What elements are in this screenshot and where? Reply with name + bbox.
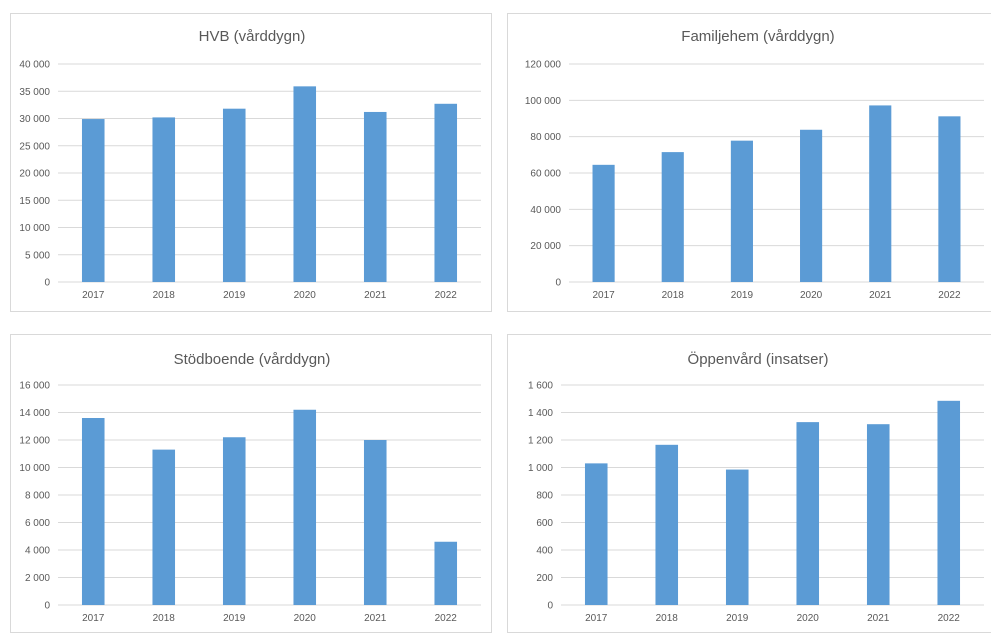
y-tick-label: 4 000: [25, 546, 50, 557]
x-tick-label: 2021: [364, 290, 387, 301]
bar: [655, 444, 679, 605]
chart-panel-hvb: HVB (vårddygn) 0 5 000 10 000 15 000 20 000 25…: [10, 13, 492, 312]
bar: [661, 152, 684, 282]
x-tick-label: 2021: [364, 613, 387, 624]
y-tick-label: 80 000: [530, 132, 561, 143]
x-tick-label: 2020: [294, 290, 317, 301]
y-tick-label: 40 000: [530, 205, 561, 216]
bar: [363, 440, 387, 605]
y-tick-label: 40 000: [19, 60, 50, 71]
y-tick-label: 1 000: [528, 463, 553, 474]
y-tick-label: 8 000: [25, 491, 50, 502]
bar: [434, 103, 458, 282]
y-tick-label: 10 000: [19, 223, 50, 234]
chart-title: Familjehem (vårddygn): [681, 28, 834, 45]
bar: [81, 119, 105, 282]
y-tick-label: 400: [536, 546, 553, 557]
bar: [800, 129, 823, 282]
y-tick-label: 2 000: [25, 573, 50, 584]
x-tick-label: 2020: [800, 290, 823, 301]
y-tick-label: 120 000: [525, 60, 562, 71]
chart-svg-familjehem: Familjehem (vårddygn) 0 20 000 40 000 60 000…: [525, 28, 984, 301]
chart-svg-oppenvard: Öppenvård (insatser) 0 200 400 600 800 1 000 1 …: [528, 350, 984, 624]
x-tick-label: 2019: [731, 290, 754, 301]
chart-title: HVB (vårddygn): [199, 28, 306, 45]
y-tick-label: 15 000: [19, 196, 50, 207]
y-tick-label: 30 000: [19, 114, 50, 125]
bar: [363, 111, 387, 283]
x-tick-label: 2017: [82, 613, 105, 624]
bar: [869, 105, 892, 282]
bar: [938, 116, 961, 282]
y-tick-label: 600: [536, 518, 553, 529]
x-tick-label: 2018: [153, 290, 176, 301]
y-tick-label: 1 200: [528, 436, 553, 447]
x-tick-label: 2017: [82, 290, 105, 301]
x-tick-label: 2020: [294, 613, 317, 624]
y-tick-label: 16 000: [19, 381, 50, 392]
bar: [293, 86, 317, 282]
y-tick-label: 200: [536, 573, 553, 584]
y-tick-label: 20 000: [19, 169, 50, 180]
y-tick-label: 10 000: [19, 463, 50, 474]
chart-panel-stodboende: Stödboende (vårddygn) 0 2 000 4 000 6 000 8 0…: [10, 334, 492, 633]
y-tick-label: 12 000: [19, 436, 50, 447]
x-tick-label: 2020: [797, 613, 820, 624]
y-tick-label: 35 000: [19, 87, 50, 98]
y-tick-label: 14 000: [19, 408, 50, 419]
x-tick-label: 2022: [938, 613, 961, 624]
chart-title: Öppenvård (insatser): [688, 350, 829, 368]
x-tick-label: 2022: [938, 290, 961, 301]
y-tick-label: 0: [44, 278, 50, 289]
x-tick-label: 2017: [592, 290, 615, 301]
x-tick-label: 2021: [867, 613, 890, 624]
bar: [434, 541, 458, 605]
chart-svg-hvb: HVB (vårddygn) 0 5 000 10 000 15 000 20 000 25…: [19, 28, 481, 301]
bar: [592, 164, 615, 282]
y-tick-label: 800: [536, 491, 553, 502]
x-tick-label: 2021: [869, 290, 892, 301]
bar: [725, 469, 749, 605]
y-tick-label: 6 000: [25, 518, 50, 529]
bar: [81, 418, 105, 605]
x-tick-label: 2022: [435, 613, 458, 624]
bar: [152, 117, 176, 282]
y-tick-label: 5 000: [25, 250, 50, 261]
x-tick-label: 2018: [662, 290, 685, 301]
chart-svg-stodboende: Stödboende (vårddygn) 0 2 000 4 000 6 000 8 0…: [19, 351, 481, 624]
x-tick-label: 2019: [726, 613, 749, 624]
x-tick-label: 2022: [435, 290, 458, 301]
x-tick-label: 2019: [223, 290, 246, 301]
x-tick-label: 2018: [656, 613, 679, 624]
x-tick-label: 2017: [585, 613, 608, 624]
y-tick-label: 1 400: [528, 408, 553, 419]
bar: [584, 463, 608, 605]
y-tick-label: 0: [547, 601, 553, 612]
y-tick-label: 0: [44, 601, 50, 612]
y-tick-label: 25 000: [19, 141, 50, 152]
x-tick-label: 2018: [153, 613, 176, 624]
chart-panel-oppenvard: Öppenvård (insatser) 0 200 400 600 800 1 000 1 …: [507, 334, 991, 633]
x-tick-label: 2019: [223, 613, 246, 624]
y-tick-label: 0: [555, 278, 561, 289]
bar: [222, 437, 246, 605]
bar: [222, 108, 246, 282]
bar: [293, 409, 317, 605]
y-tick-label: 100 000: [525, 96, 562, 107]
bar: [937, 400, 961, 605]
bar: [796, 422, 820, 605]
chart-title: Stödboende (vårddygn): [174, 351, 331, 368]
y-tick-label: 20 000: [530, 241, 561, 252]
bar: [866, 424, 890, 605]
y-tick-label: 1 600: [528, 381, 553, 392]
chart-panel-familjehem: Familjehem (vårddygn) 0 20 000 40 000 60 000…: [507, 13, 991, 312]
bar: [152, 449, 176, 605]
bar: [730, 140, 753, 282]
y-tick-label: 60 000: [530, 169, 561, 180]
